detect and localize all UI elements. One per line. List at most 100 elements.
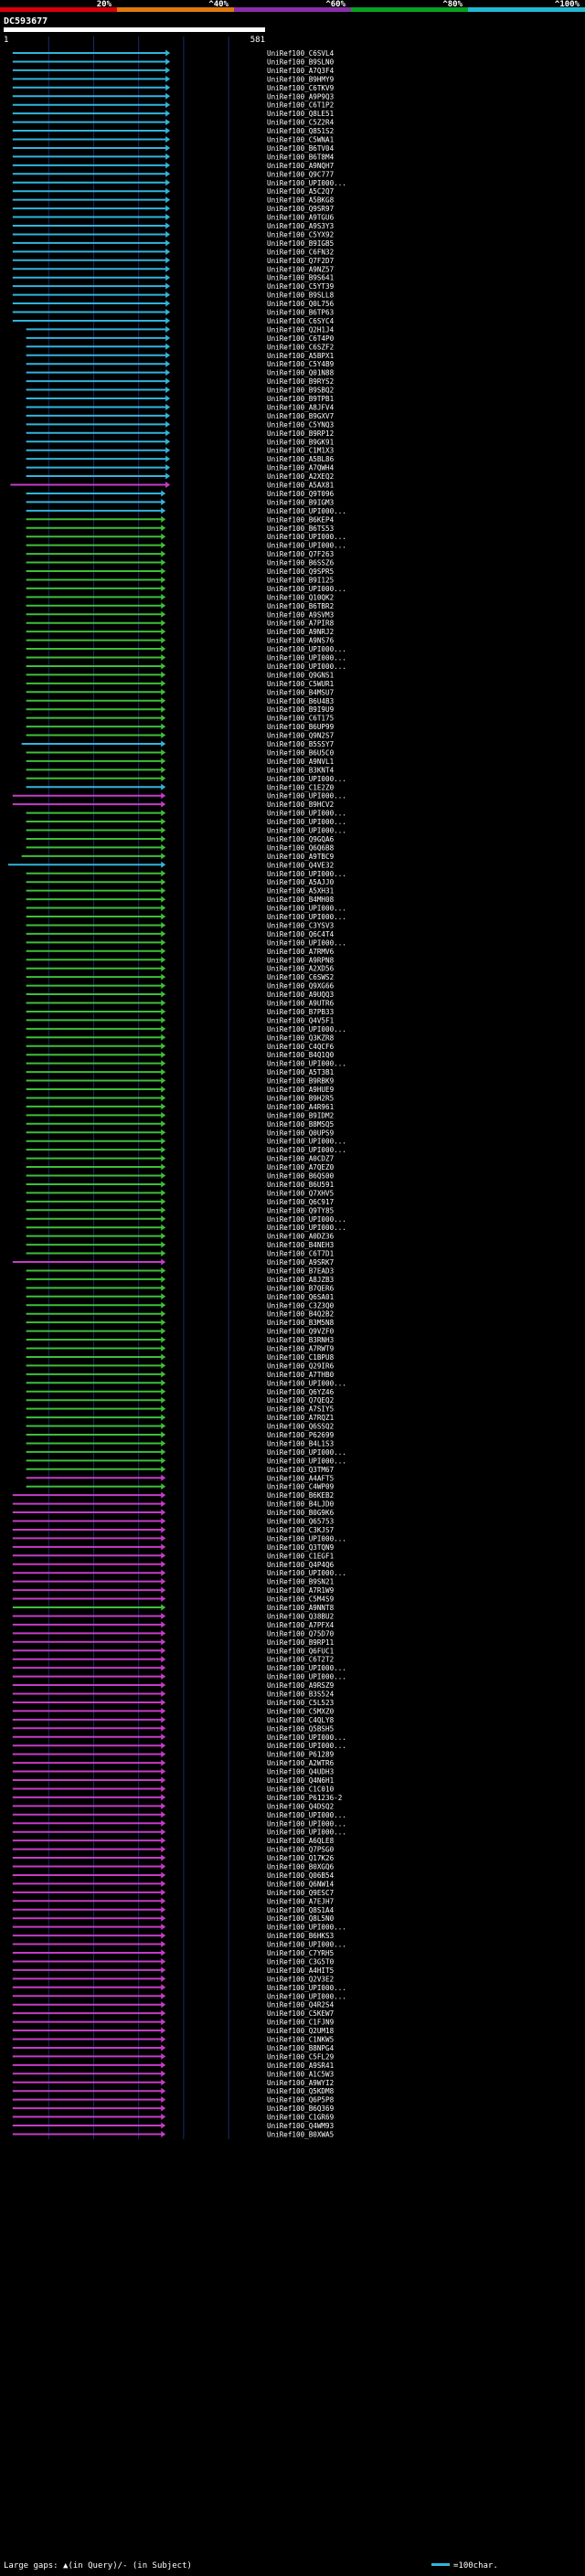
hit-arrow bbox=[161, 593, 166, 600]
hit-arrow bbox=[161, 870, 166, 877]
hit-label: UniRef100_UPI000... bbox=[267, 663, 346, 671]
hit-label: UniRef100_UPI000... bbox=[267, 1664, 346, 1672]
hit-label: UniRef100_C5YT39 bbox=[267, 282, 335, 291]
hit-label: UniRef100_B0XWA5 bbox=[267, 2130, 334, 2138]
hit-arrow bbox=[161, 810, 166, 817]
hit-label: UniRef100_A7PFX4 bbox=[267, 1621, 335, 1629]
hit-label: UniRef100_C6T7D1 bbox=[267, 1250, 335, 1258]
hit-label: UniRef100_A0DZ36 bbox=[267, 1233, 335, 1241]
hit-arrow bbox=[161, 645, 166, 652]
hit-arrow bbox=[161, 1586, 166, 1594]
hit-label: UniRef100_Q75D70 bbox=[267, 1629, 335, 1638]
hit-arrow bbox=[161, 1215, 166, 1223]
hit-arrow bbox=[161, 1889, 166, 1896]
hit-label: UniRef100_B9IGB5 bbox=[267, 239, 334, 248]
hit-label: UniRef100_B4LJD0 bbox=[267, 1500, 335, 1509]
hit-label: UniRef100_Q7QEQ2 bbox=[267, 1396, 334, 1405]
hit-rows: UniRef100_C6SVL4UniRef100_B9SLN0UniRef10… bbox=[7, 49, 346, 2138]
hit-arrow bbox=[161, 654, 166, 661]
hit-arrow bbox=[161, 938, 166, 946]
identity-scale-bar bbox=[0, 7, 585, 12]
hit-label: UniRef100_UPI000... bbox=[267, 1733, 346, 1742]
hit-label: UniRef100_Q4UDH3 bbox=[267, 1768, 334, 1776]
hit-arrow bbox=[165, 472, 171, 480]
hit-arrow bbox=[165, 403, 171, 410]
hit-arrow bbox=[161, 948, 166, 955]
hit-label: UniRef100_Q3KZR8 bbox=[267, 1034, 335, 1042]
hit-arrow bbox=[161, 671, 166, 678]
hit-arrow bbox=[161, 2027, 166, 2034]
hit-label: UniRef100_Q2UM18 bbox=[267, 2027, 335, 2035]
hit-arrow bbox=[161, 1224, 166, 1231]
hit-arrow bbox=[161, 2001, 166, 2009]
hit-label: UniRef100_UPI000... bbox=[267, 810, 346, 818]
hit-label: UniRef100_B9SLL8 bbox=[267, 292, 335, 300]
hit-label: UniRef100_Q0L756 bbox=[267, 300, 335, 308]
hit-arrow bbox=[161, 1768, 166, 1776]
hit-arrow bbox=[161, 559, 166, 567]
hit-arrow bbox=[161, 1802, 166, 1809]
hit-label: UniRef100_B9I9U9 bbox=[267, 705, 335, 714]
hit-label: UniRef100_Q9GQA6 bbox=[267, 835, 335, 843]
hit-label: UniRef100_Q4P4Q6 bbox=[267, 1561, 335, 1569]
hit-arrow bbox=[165, 187, 171, 195]
hit-label: UniRef100_UPI000... bbox=[267, 533, 346, 541]
hit-arrow bbox=[161, 921, 166, 928]
hit-label: UniRef100_B9RP11 bbox=[267, 1638, 335, 1647]
hit-arrow bbox=[161, 887, 166, 895]
hit-label: UniRef100_A5C2Q7 bbox=[267, 187, 334, 196]
scale-label: ^60% bbox=[325, 0, 346, 9]
hit-arrow bbox=[161, 1319, 166, 1326]
hit-arrow bbox=[161, 1897, 166, 1904]
hit-label: UniRef100_A7THB0 bbox=[267, 1371, 335, 1379]
hit-arrow bbox=[161, 1025, 166, 1033]
hit-label: UniRef100_A9S3Y3 bbox=[267, 222, 334, 230]
hit-arrow bbox=[165, 257, 171, 264]
hit-arrow bbox=[165, 162, 171, 169]
hit-arrow bbox=[161, 1353, 166, 1361]
hit-arrow bbox=[161, 2070, 166, 2077]
hit-arrow bbox=[161, 1733, 166, 1741]
hit-label: UniRef100_C1NKW5 bbox=[267, 2036, 334, 2044]
scale-label: 20% bbox=[97, 0, 112, 9]
hit-label: UniRef100_B6TBR2 bbox=[267, 602, 334, 610]
hit-arrow bbox=[165, 343, 171, 350]
hit-arrow bbox=[161, 705, 166, 713]
hit-arrow bbox=[161, 1561, 166, 1568]
hit-arrow bbox=[161, 525, 166, 532]
hit-arrow bbox=[161, 2104, 166, 2112]
hit-label: UniRef100_Q06B54 bbox=[267, 1871, 335, 1880]
hit-label: UniRef100_C5YX92 bbox=[267, 230, 334, 239]
hit-label: UniRef100_C6SVL4 bbox=[267, 49, 335, 58]
hit-label: UniRef100_Q9C777 bbox=[267, 170, 334, 178]
hit-label: UniRef100_Q6FUC1 bbox=[267, 1647, 335, 1655]
hit-arrow bbox=[161, 567, 166, 575]
hit-arrow bbox=[161, 715, 166, 722]
hit-label: UniRef100_UPI000... bbox=[267, 507, 346, 515]
hit-arrow bbox=[161, 1388, 166, 1395]
hit-arrow bbox=[161, 2122, 166, 2129]
hit-label: UniRef100_C4QCF6 bbox=[267, 1043, 335, 1051]
hit-arrow bbox=[161, 1328, 166, 1335]
hit-label: UniRef100_UPI000... bbox=[267, 1992, 346, 2000]
hit-arrow bbox=[161, 1206, 166, 1214]
hit-arrow bbox=[161, 1846, 166, 1853]
hit-label: UniRef100_Q7PSG0 bbox=[267, 1846, 335, 1854]
hit-label: UniRef100_A4R961 bbox=[267, 1103, 335, 1111]
hit-label: UniRef100_Q9ESC7 bbox=[267, 1889, 334, 1897]
hit-arrow bbox=[161, 2052, 166, 2060]
hit-arrow bbox=[161, 835, 166, 843]
hit-arrow bbox=[161, 991, 166, 998]
hit-label: UniRef100_B9S641 bbox=[267, 274, 335, 282]
hit-arrow bbox=[161, 1932, 166, 1939]
hit-arrow bbox=[165, 239, 171, 247]
hit-arrow bbox=[161, 1466, 166, 1473]
hit-arrow bbox=[165, 274, 171, 281]
hit-label: UniRef100_UPI000... bbox=[267, 1379, 346, 1387]
hit-label: UniRef100_A5BL86 bbox=[267, 455, 335, 463]
hit-arrow bbox=[161, 861, 166, 868]
hit-arrow bbox=[165, 222, 171, 229]
hit-arrow bbox=[161, 1448, 166, 1456]
hit-label: UniRef100_A7Q3F4 bbox=[267, 67, 335, 75]
hit-arrow bbox=[161, 1155, 166, 1162]
